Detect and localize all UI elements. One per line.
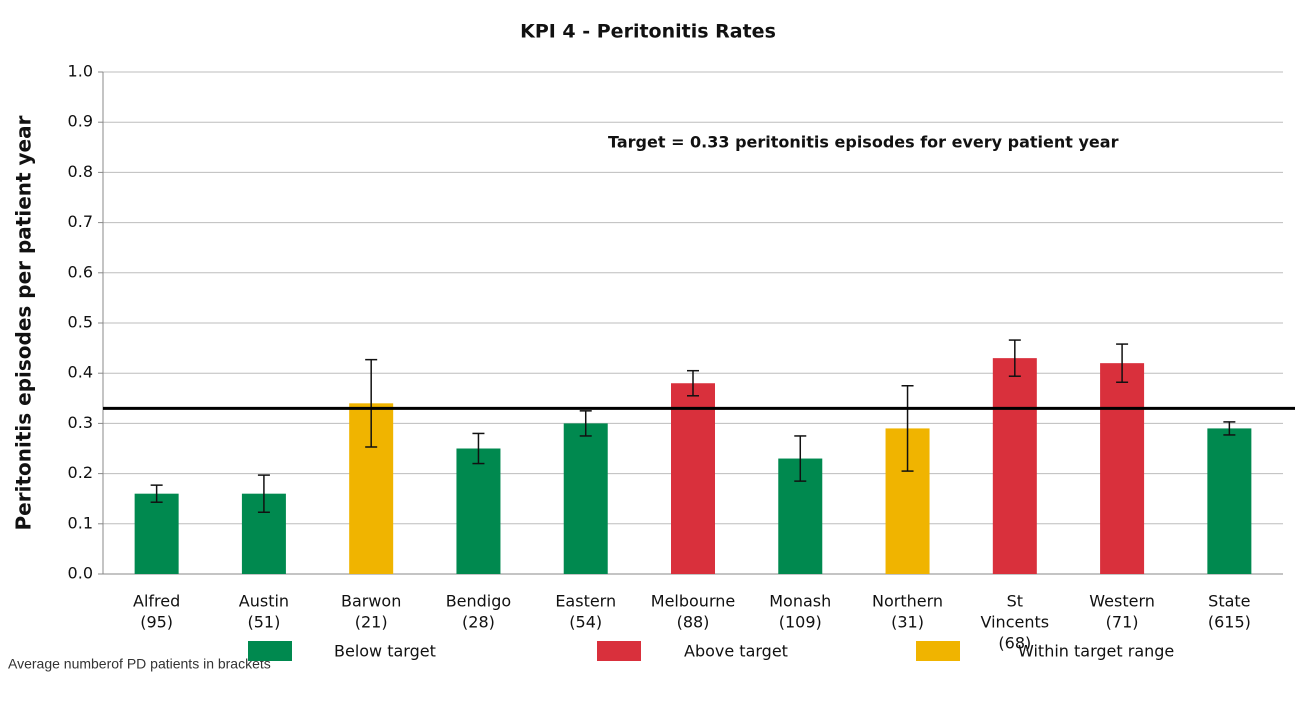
y-tick-label: 0.2 — [68, 463, 93, 482]
y-tick-label: 0.0 — [68, 564, 93, 583]
bar — [992, 358, 1037, 574]
x-tick-label: Western — [1089, 592, 1155, 611]
y-tick-label: 0.3 — [68, 413, 93, 432]
bar — [671, 383, 715, 574]
chart-title: KPI 4 - Peritonitis Rates — [520, 21, 776, 43]
error-bar — [901, 385, 914, 472]
y-tick-label: 0.6 — [68, 262, 93, 281]
x-tick-label: St — [1007, 592, 1023, 611]
y-tick-label: 0.4 — [68, 363, 93, 382]
x-tick-label: (615) — [1208, 613, 1251, 632]
x-tick-label: (21) — [355, 613, 388, 632]
y-tick-label: 0.9 — [68, 112, 93, 131]
x-tick-label: Austin — [239, 592, 289, 611]
x-tick-label: (51) — [247, 613, 280, 632]
y-tick-label: 1.0 — [68, 62, 93, 81]
x-tick-label: (88) — [677, 613, 710, 632]
legend-label: Below target — [334, 642, 436, 661]
x-tick-label: Northern — [872, 592, 943, 611]
x-tick-label: Eastern — [555, 592, 616, 611]
x-tick-label: Bendigo — [446, 592, 512, 611]
x-tick-label: (95) — [140, 613, 173, 632]
y-axis-label: Peritonitis episodes per patient year — [12, 115, 36, 530]
legend-swatch — [248, 641, 292, 661]
bar — [1207, 428, 1252, 574]
x-tick-label: Monash — [769, 592, 831, 611]
x-tick-label: (71) — [1106, 613, 1139, 632]
y-tick-label: 0.1 — [68, 513, 93, 532]
bar — [456, 448, 501, 574]
x-tick-label: Melbourne — [651, 592, 735, 611]
y-tick-label: 0.8 — [68, 162, 93, 181]
x-tick-label: (109) — [779, 613, 822, 632]
note: Average numberof PD patients in brackets — [8, 656, 271, 672]
x-tick-label: Barwon — [341, 592, 401, 611]
error-bar — [579, 410, 592, 437]
x-tick-label: Alfred — [133, 592, 180, 611]
error-bar — [472, 432, 485, 465]
bar — [1100, 363, 1145, 574]
target-label: Target = 0.33 peritonitis episodes for e… — [608, 133, 1119, 152]
error-bar — [687, 369, 699, 397]
x-tick-label: Vincents — [981, 613, 1050, 632]
error-bar — [1116, 343, 1129, 383]
x-tick-label: (54) — [569, 613, 602, 632]
error-bar — [1223, 421, 1236, 436]
y-tick-label: 0.5 — [68, 313, 93, 332]
bar — [134, 493, 179, 574]
legend-swatch — [916, 641, 960, 661]
legend-swatch — [597, 641, 641, 661]
error-bar — [257, 474, 270, 514]
error-bar — [150, 484, 163, 503]
legend-label: Within target range — [1018, 642, 1174, 661]
x-tick-label: State — [1208, 592, 1250, 611]
x-tick-label: (68) — [998, 634, 1031, 653]
bar — [563, 423, 608, 574]
legend-label: Above target — [684, 642, 788, 661]
error-bar — [365, 358, 378, 448]
x-tick-label: (28) — [462, 613, 495, 632]
x-tick-label: (31) — [891, 613, 924, 632]
error-bar — [1008, 339, 1021, 377]
error-bar — [794, 435, 807, 482]
y-tick-label: 0.7 — [68, 212, 93, 231]
